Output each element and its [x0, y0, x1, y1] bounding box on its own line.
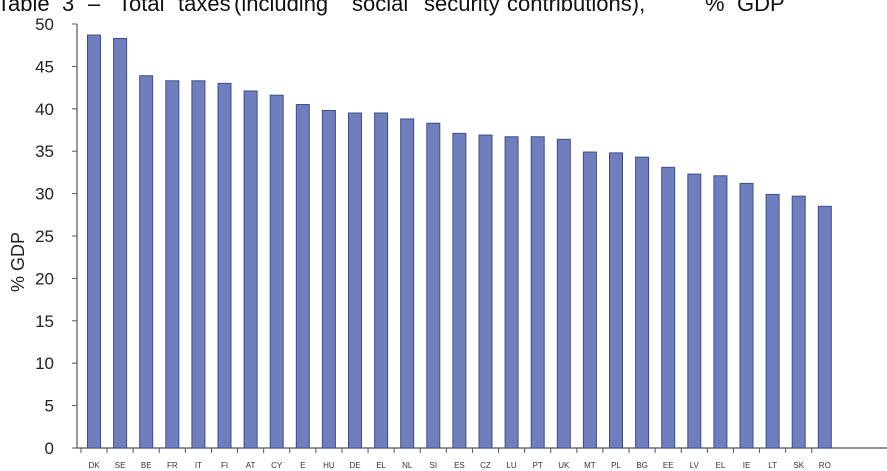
bar-el: [713, 175, 728, 449]
bar-fr: [165, 80, 180, 449]
x-tick-label: CZ: [480, 461, 491, 470]
y-tick-label: 20: [35, 269, 54, 288]
caption-word: security: [424, 0, 500, 16]
bar-pl: [609, 152, 623, 449]
bar-at: [243, 90, 258, 449]
bar-e: [295, 104, 310, 449]
x-tick-label: BG: [636, 461, 648, 470]
table-caption: Table 3– Total taxes (including social securit…: [0, 0, 887, 17]
bars-group: [87, 34, 832, 449]
bar-lu: [504, 136, 519, 449]
y-tick-label: 35: [35, 142, 54, 161]
bar-dk: [87, 34, 101, 449]
x-tick-label: LU: [506, 461, 516, 470]
bar-ee: [661, 166, 676, 449]
x-tick-label: UK: [558, 461, 570, 470]
y-tick-label: 15: [35, 312, 54, 331]
x-tick-label: E: [300, 461, 305, 470]
caption-word: GDP: [737, 0, 785, 16]
y-tick-label: 50: [35, 15, 54, 34]
x-tick-label: DE: [349, 461, 360, 470]
x-tick-label: FI: [221, 461, 228, 470]
x-tick-label: HU: [323, 461, 335, 470]
x-tick-label: AT: [246, 461, 256, 470]
x-tick-label: EE: [663, 461, 674, 470]
bar-es: [452, 132, 467, 449]
bar-hu: [321, 109, 336, 449]
x-tick-label: PT: [533, 461, 543, 470]
bar-pt: [530, 136, 545, 449]
bar-lt: [765, 193, 780, 449]
bar-el: [374, 112, 389, 449]
bar-be: [139, 75, 154, 449]
caption-word: %: [705, 0, 725, 16]
caption-word: (including: [234, 0, 329, 16]
caption-word: 3: [62, 0, 75, 16]
caption-word: Total: [118, 0, 165, 16]
bar-sk: [791, 195, 806, 449]
x-tick-label: DK: [88, 461, 100, 470]
x-tick-label: EL: [716, 461, 726, 470]
bar-uk: [556, 138, 571, 449]
bar-nl: [400, 118, 415, 449]
bar-fi: [217, 82, 232, 449]
y-axis-label: % GDP: [8, 232, 28, 292]
bar-se: [113, 37, 128, 449]
x-tick-label: MT: [584, 461, 596, 470]
bar-si: [426, 122, 441, 449]
x-tick-label: CY: [271, 461, 283, 470]
y-ticks-group: 0 5 10 15 20 25 30 35 40 45 50: [35, 15, 77, 458]
x-tick-label: RO: [819, 461, 831, 470]
bar-mt: [582, 151, 597, 449]
y-tick-label: 25: [35, 227, 54, 246]
caption-word: contributions),: [507, 0, 646, 16]
x-tick-label: EL: [376, 461, 386, 470]
x-tick-label: LV: [690, 461, 700, 470]
x-tick-label: PL: [611, 461, 621, 470]
x-ticks-group: DK SE BE FR IT FI AT CY E HU DE EL NL SI ES CZ LU PT UK MT P…: [80, 448, 831, 470]
x-tick-label: NL: [402, 461, 413, 470]
y-tick-label: 40: [35, 100, 54, 119]
caption-word: –: [88, 0, 101, 16]
bar-cy: [269, 94, 284, 449]
bar-lv: [687, 173, 702, 449]
caption-word: social: [352, 0, 409, 16]
bar-it: [191, 80, 206, 449]
y-tick-label: 45: [35, 57, 54, 76]
y-tick-label: 0: [45, 439, 54, 458]
x-tick-label: ES: [454, 461, 465, 470]
bar-bg: [635, 156, 650, 449]
y-tick-label: 30: [35, 185, 54, 204]
y-tick-label: 5: [45, 397, 54, 416]
y-tick-label: 10: [35, 354, 54, 373]
x-tick-label: BE: [141, 461, 152, 470]
x-tick-label: SK: [793, 461, 804, 470]
x-tick-label: SE: [115, 461, 126, 470]
x-tick-label: SI: [430, 461, 438, 470]
bar-ro: [817, 205, 832, 449]
x-tick-label: FR: [167, 461, 178, 470]
x-tick-label: LT: [768, 461, 777, 470]
caption-word: taxes: [178, 0, 231, 16]
bar-de: [348, 112, 362, 449]
bar-cz: [478, 134, 493, 449]
x-tick-label: IT: [195, 461, 202, 470]
caption-word: Table: [0, 0, 50, 16]
x-tick-label: IE: [743, 461, 751, 470]
bar-ie: [739, 182, 754, 449]
